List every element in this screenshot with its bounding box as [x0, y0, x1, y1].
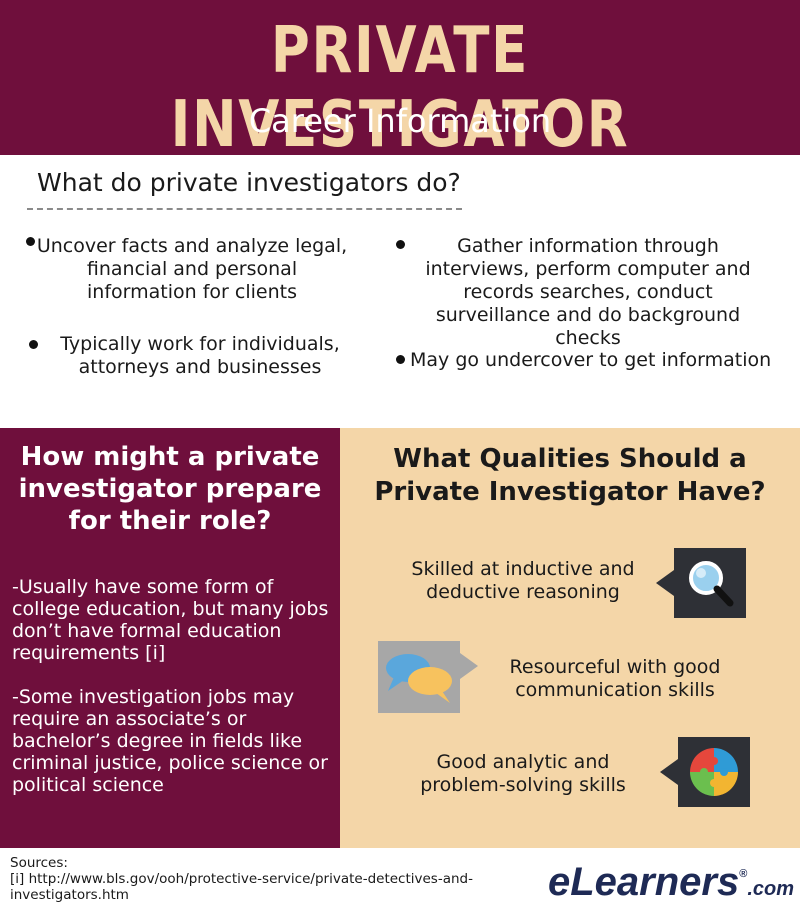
bullet-dot — [29, 340, 38, 349]
bullet-dot — [396, 355, 405, 364]
icon-pointer — [460, 653, 478, 679]
what-heading: What do private investigators do? — [37, 168, 461, 197]
puzzle-icon — [678, 737, 750, 807]
bullet-dot — [396, 240, 405, 249]
prepare-paragraph: -Some investigation jobs may require an … — [12, 686, 328, 796]
bullet-text: Gather information through interviews, p… — [425, 235, 751, 349]
sources: Sources: [i] http://www.bls.gov/ooh/prot… — [10, 855, 530, 903]
page-subtitle: Career Information — [248, 102, 552, 140]
chat-bubbles-icon — [378, 641, 460, 713]
source-link[interactable]: [i] http://www.bls.gov/ooh/protective-se… — [10, 871, 473, 903]
logo-com: .com — [747, 878, 795, 900]
quality-text: Skilled at inductive and deductive reaso… — [411, 558, 635, 603]
logo-learners: Learners — [570, 860, 740, 904]
bullet-text: May go undercover to get information — [410, 349, 772, 371]
prepare-heading: How might a private investigator prepare… — [18, 442, 322, 536]
logo-registered: ® — [739, 867, 748, 880]
dashed-divider — [27, 208, 462, 210]
header-banner — [0, 0, 800, 155]
qualities-heading: What Qualities Should a Private Investig… — [374, 444, 766, 507]
icon-pointer — [656, 570, 674, 596]
icon-pointer — [660, 759, 678, 785]
sources-label: Sources: — [10, 855, 68, 871]
page-title: PRIVATE INVESTIGATOR — [170, 14, 630, 162]
prepare-panel — [0, 428, 340, 848]
logo-e: e — [548, 860, 571, 904]
quality-text: Resourceful with good communication skil… — [509, 656, 721, 701]
magnifier-icon — [674, 548, 746, 618]
prepare-paragraph: -Usually have some form of college educa… — [12, 576, 329, 664]
bullet-text: Uncover facts and analyze legal, financi… — [36, 235, 348, 303]
quality-text: Good analytic and problem-solving skills — [420, 751, 626, 796]
bullet-text: Typically work for individuals, attorney… — [60, 333, 340, 378]
elearners-logo[interactable]: eLearners®.com — [548, 860, 794, 905]
bullet-dot — [26, 237, 35, 246]
